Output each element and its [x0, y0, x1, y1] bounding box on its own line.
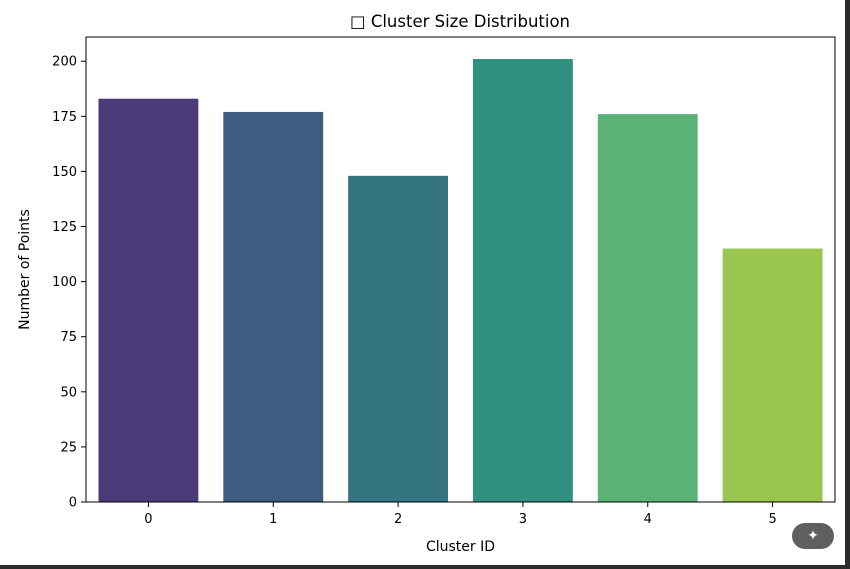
y-tick-label: 75 — [60, 330, 77, 345]
y-tick-label: 150 — [52, 165, 77, 180]
y-tick-label: 175 — [52, 110, 77, 125]
chart-title: □ Cluster Size Distribution — [350, 12, 570, 31]
bar-cluster-3 — [472, 59, 573, 503]
y-axis-label: Number of Points — [17, 209, 33, 330]
x-tick-label: 4 — [644, 512, 652, 527]
bar-cluster-5 — [722, 248, 823, 502]
magic-wand-button[interactable]: ✦ — [792, 523, 834, 549]
bar-cluster-1 — [223, 111, 324, 503]
y-tick-label: 200 — [52, 55, 77, 70]
x-tick-label: 3 — [519, 512, 527, 527]
y-tick-label: 100 — [52, 275, 77, 290]
magic-wand-icon: ✦ — [807, 528, 819, 544]
x-tick-label: 1 — [269, 512, 277, 527]
bar-cluster-2 — [348, 175, 449, 502]
y-tick-label: 125 — [52, 220, 77, 235]
plot-area-frame — [85, 36, 836, 503]
x-tick-label: 5 — [768, 512, 776, 527]
bar-cluster-0 — [98, 98, 199, 502]
y-tick-label: 50 — [60, 385, 77, 400]
bar-cluster-4 — [597, 114, 698, 503]
x-axis-label: Cluster ID — [426, 539, 495, 555]
y-tick-label: 0 — [69, 496, 77, 511]
x-tick-label: 0 — [144, 512, 152, 527]
y-tick-label: 25 — [60, 440, 77, 455]
x-tick-label: 2 — [394, 512, 402, 527]
